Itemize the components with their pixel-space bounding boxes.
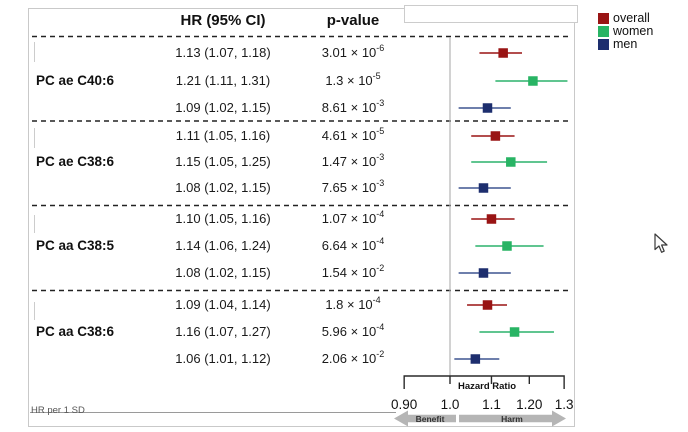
harm-label: Harm	[501, 414, 523, 424]
p-value: 5.96 × 10-4	[298, 321, 408, 341]
p-value: 1.47 × 10-3	[298, 151, 408, 171]
hr-ci-value: 1.15 (1.05, 1.25)	[175, 154, 271, 169]
p-value-base: 8.61 × 10	[321, 100, 377, 115]
p-value: 1.54 × 10-2	[298, 262, 408, 282]
legend-item-women: women	[598, 25, 653, 38]
p-value-base: 4.61 × 10	[321, 128, 377, 143]
p-value-base: 5.96 × 10	[321, 324, 377, 339]
p-value-exponent: -4	[376, 208, 385, 219]
p-value: 8.61 × 10-3	[298, 97, 408, 117]
group-label: PC ae C38:6	[36, 154, 115, 169]
p-value-base: 1.47 × 10	[321, 154, 377, 169]
benefit-arrow	[394, 410, 456, 427]
hr-ci-value: 1.06 (1.01, 1.12)	[175, 351, 271, 366]
p-value-exponent: -2	[376, 262, 385, 273]
hr-marker-overall	[486, 214, 497, 224]
hr-marker-women	[528, 76, 538, 86]
benefit-label: Benefit	[416, 414, 445, 424]
mouse-cursor-icon	[654, 233, 668, 253]
hr-ci-value: 1.21 (1.11, 1.31)	[175, 73, 271, 88]
legend-item-overall: overall	[598, 12, 653, 25]
p-value-exponent: -6	[376, 42, 385, 53]
hr-marker-men	[470, 354, 481, 364]
p-value: 4.61 × 10-5	[298, 125, 408, 145]
legend-swatch-men	[598, 39, 609, 50]
p-value: 3.01 × 10-6	[298, 42, 408, 62]
figure-panel	[28, 8, 575, 427]
hr-per-sd-footnote: HR per 1 SD	[31, 405, 85, 416]
hr-ci-value: 1.10 (1.05, 1.16)	[175, 211, 271, 226]
plot-header-box	[404, 5, 578, 23]
p-value: 1.3 × 10-5	[298, 70, 408, 90]
p-value-base: 1.8 × 10	[325, 297, 373, 312]
group-label: PC aa C38:5	[36, 238, 115, 253]
p-value-exponent: -2	[376, 348, 385, 359]
p-value-exponent: -4	[376, 321, 385, 332]
legend-label-women: women	[613, 24, 654, 38]
p-value-base: 3.01 × 10	[321, 45, 377, 60]
axis-tick-label: 0.90	[391, 397, 417, 412]
legend-swatch-women	[598, 26, 609, 37]
hr-ci-value: 1.14 (1.06, 1.24)	[175, 238, 271, 253]
group-label: PC aa C38:6	[36, 324, 115, 339]
axis-tick-label: 1.0	[441, 397, 460, 412]
p-value-exponent: -4	[372, 294, 381, 305]
hr-ci-value: 1.16 (1.07, 1.27)	[175, 324, 271, 339]
p-value-exponent: -3	[376, 97, 385, 108]
hr-ci-value: 1.08 (1.02, 1.15)	[175, 265, 271, 280]
p-value: 2.06 × 10-2	[298, 348, 408, 368]
hr-column-header: HR (95% CI)	[180, 12, 266, 29]
legend-item-men: men	[598, 38, 653, 51]
hr-marker-women	[502, 241, 512, 251]
p-value-exponent: -4	[376, 235, 385, 246]
hr-marker-overall	[490, 131, 501, 141]
axis-bracket	[403, 375, 565, 389]
p-value: 6.64 × 10-4	[298, 235, 408, 255]
hr-ci-value: 1.11 (1.05, 1.16)	[175, 128, 271, 143]
legend: overall women men	[598, 12, 653, 51]
pvalue-column-header: p-value	[326, 12, 380, 29]
p-value-base: 1.54 × 10	[321, 265, 377, 280]
hr-ci-value: 1.09 (1.04, 1.14)	[175, 297, 271, 312]
legend-swatch-overall	[598, 13, 609, 24]
legend-label-men: men	[613, 37, 638, 51]
p-value-exponent: -5	[372, 70, 381, 81]
hr-marker-men	[478, 268, 489, 278]
p-value-exponent: -5	[376, 125, 385, 136]
hr-ci-value: 1.09 (1.02, 1.15)	[175, 100, 271, 115]
p-value-base: 2.06 × 10	[321, 351, 377, 366]
axis-tick-label: 1.1	[482, 397, 501, 412]
hr-marker-overall	[482, 300, 493, 310]
hr-ci-value: 1.08 (1.02, 1.15)	[175, 180, 271, 195]
p-value: 1.07 × 10-4	[298, 208, 408, 228]
axis-tick-label: 1.20	[516, 397, 542, 412]
hr-marker-women	[509, 327, 520, 337]
axis-tick-label: 1.3	[555, 397, 574, 412]
hr-marker-men	[478, 183, 489, 193]
p-value-exponent: -3	[376, 177, 385, 188]
hr-marker-women	[506, 157, 516, 167]
group-label: PC ae C40:6	[36, 73, 115, 88]
p-value: 1.8 × 10-4	[298, 294, 408, 314]
p-value-base: 6.64 × 10	[321, 238, 377, 253]
axis-title: Hazard Ratio	[458, 381, 516, 392]
p-value: 7.65 × 10-3	[298, 177, 408, 197]
hr-marker-men	[482, 103, 493, 113]
p-value-base: 1.3 × 10	[325, 73, 373, 88]
legend-label-overall: overall	[613, 11, 650, 25]
hr-ci-value: 1.13 (1.07, 1.18)	[175, 45, 271, 60]
p-value-base: 7.65 × 10	[321, 180, 377, 195]
p-value-exponent: -3	[376, 151, 385, 162]
harm-arrow	[459, 410, 566, 427]
p-value-base: 1.07 × 10	[321, 211, 377, 226]
hr-marker-overall	[498, 48, 508, 58]
